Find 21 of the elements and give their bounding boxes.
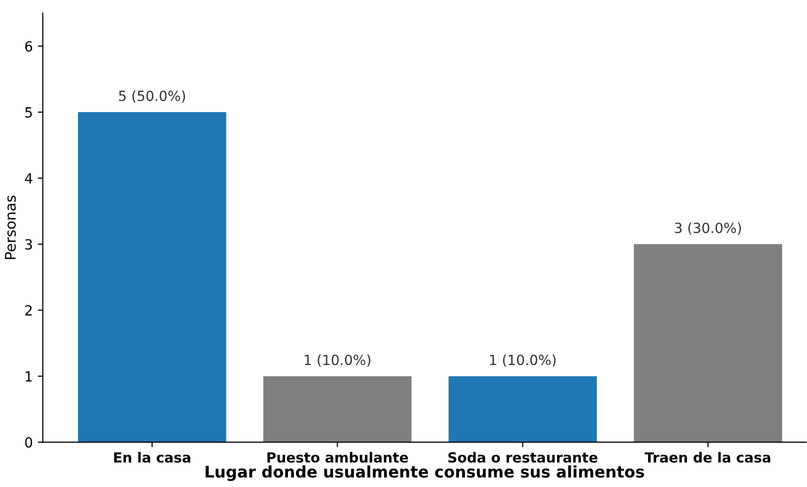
y-tick-label: 0 — [25, 437, 32, 448]
y-tick-label: 2 — [25, 305, 32, 316]
y-tick-label: 4 — [24, 173, 32, 184]
x-tick-label: Puesto ambulante — [267, 452, 408, 463]
x-tick-label: En la casa — [114, 452, 190, 463]
bar — [78, 112, 226, 442]
bar — [263, 376, 412, 442]
data-label: 5 (50.0%) — [119, 90, 186, 103]
y-axis-title: Personas — [4, 196, 16, 260]
data-label: 3 (30.0%) — [674, 222, 741, 235]
bar — [634, 244, 782, 442]
x-tick-label: Traen de la casa — [644, 452, 770, 463]
x-axis-title: Lugar donde usualmente consume sus alimentos — [206, 465, 644, 481]
y-tick-label: 1 — [26, 371, 32, 382]
data-label: 1 (10.0%) — [304, 354, 370, 367]
data-label: 1 (10.0%) — [490, 354, 556, 367]
y-tick-label: 3 — [25, 239, 32, 250]
y-tick-label: 6 — [25, 41, 32, 52]
y-tick-label: 5 — [25, 107, 32, 118]
x-tick-label: Soda o restaurante — [448, 452, 598, 463]
bar — [448, 376, 597, 442]
